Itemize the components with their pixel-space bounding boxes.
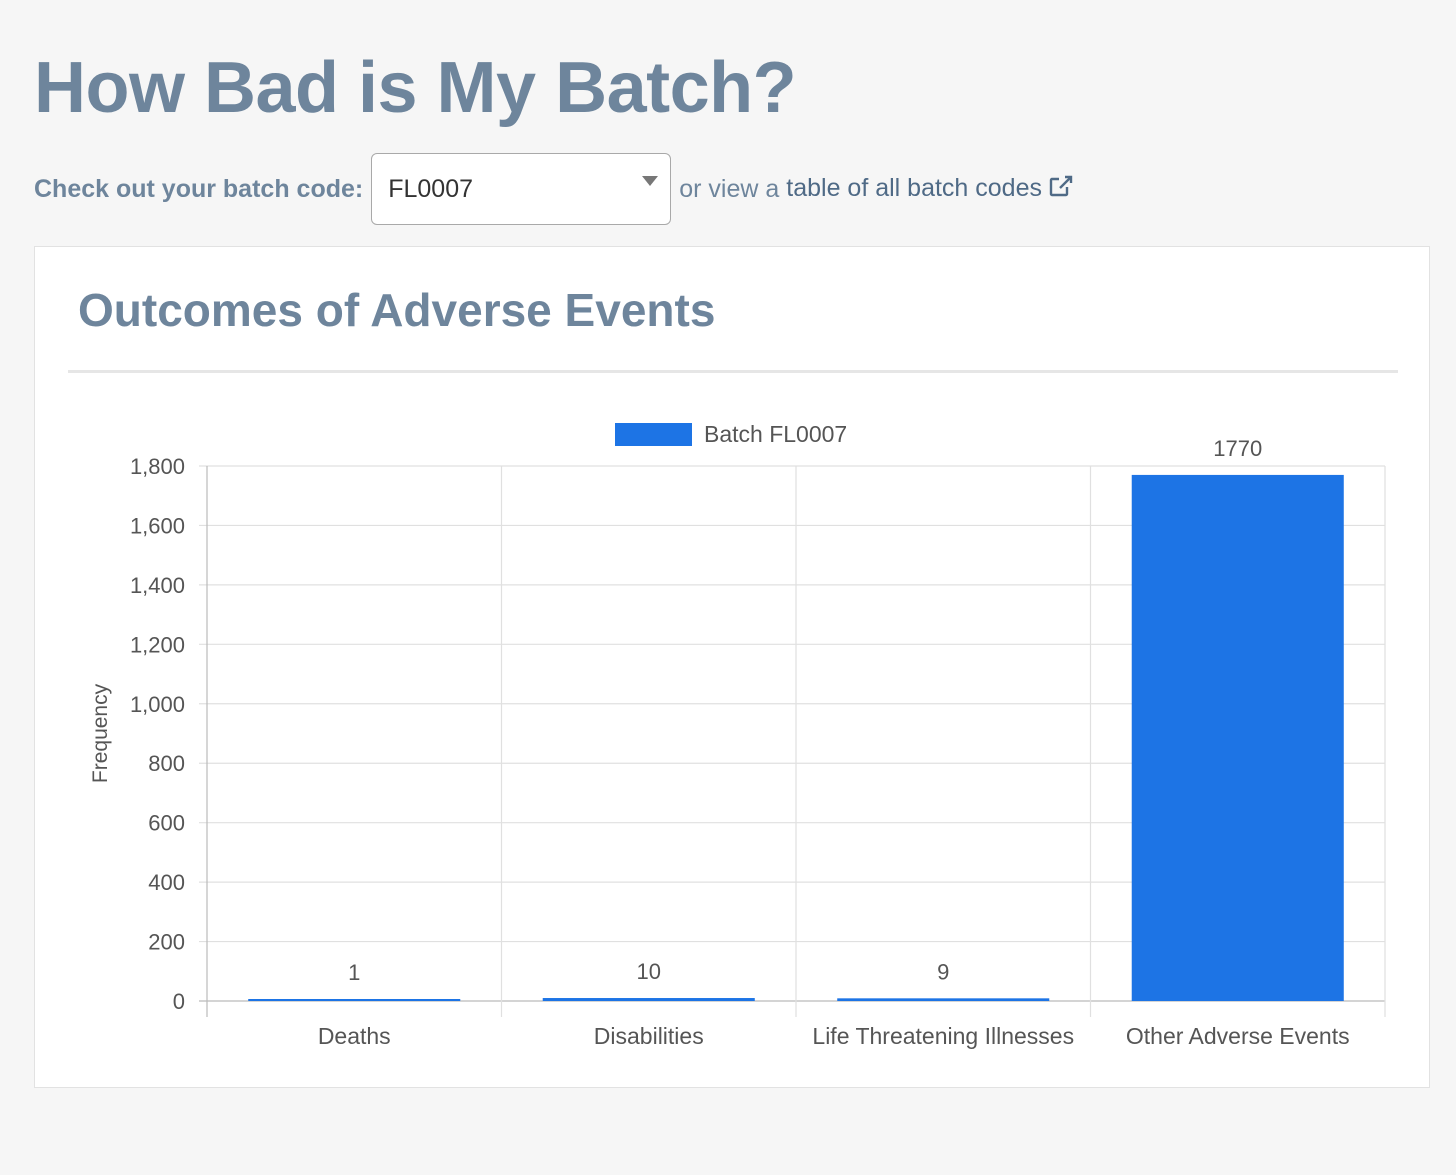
batch-code-select[interactable]: FL0007 [371, 153, 672, 225]
y-tick-label: 0 [173, 989, 185, 1014]
batch-code-value: FL0007 [388, 174, 474, 203]
chart-card-title: Outcomes of Adverse Events [78, 284, 716, 336]
table-of-batch-codes-link[interactable]: table of all batch codes [786, 174, 1074, 205]
y-tick-label: 1,400 [130, 573, 185, 598]
y-tick-label: 600 [148, 811, 185, 836]
y-tick-label: 200 [148, 930, 185, 955]
bar [542, 998, 755, 1001]
y-tick-label: 800 [148, 751, 185, 776]
y-axis-title: Frequency [89, 683, 112, 783]
bar-chart: 0 200 400 600 800 1,000 1,200 1,400 1,600 1,800 1 D… [89, 421, 1386, 1049]
or-view-text: or view a [679, 174, 780, 203]
legend-swatch [615, 423, 692, 446]
y-tick-label: 400 [148, 870, 185, 895]
batch-selector-row: Check out your batch code: FL0007 or vie… [34, 152, 1074, 226]
data-label: 9 [937, 959, 949, 984]
data-label: 1770 [1213, 436, 1262, 461]
y-tick-label: 1,600 [130, 513, 185, 538]
x-tick-label: Disabilities [594, 1023, 704, 1049]
y-tick-label: 1,800 [130, 454, 185, 479]
y-tick-label: 1,200 [130, 632, 185, 657]
batch-code-label: Check out your batch code: [34, 174, 364, 203]
external-link-icon [1048, 174, 1074, 205]
bar [837, 998, 1050, 1001]
card-divider [68, 370, 1398, 373]
chart-card: Outcomes of Adverse Events 0 200 400 600 800… [34, 246, 1430, 1088]
y-tick-label: 1,000 [130, 692, 185, 717]
chevron-down-icon [642, 176, 659, 186]
table-link-label: table of all batch codes [786, 173, 1042, 202]
bar [248, 999, 461, 1001]
legend-label: Batch FL0007 [704, 421, 847, 447]
data-label: 1 [348, 960, 360, 985]
data-label: 10 [637, 959, 661, 984]
x-tick-label: Life Threatening Illnesses [812, 1023, 1074, 1049]
x-tick-label: Other Adverse Events [1126, 1023, 1350, 1049]
bar [1131, 474, 1344, 1001]
page-title: How Bad is My Batch? [34, 48, 797, 128]
x-tick-label: Deaths [318, 1023, 391, 1049]
